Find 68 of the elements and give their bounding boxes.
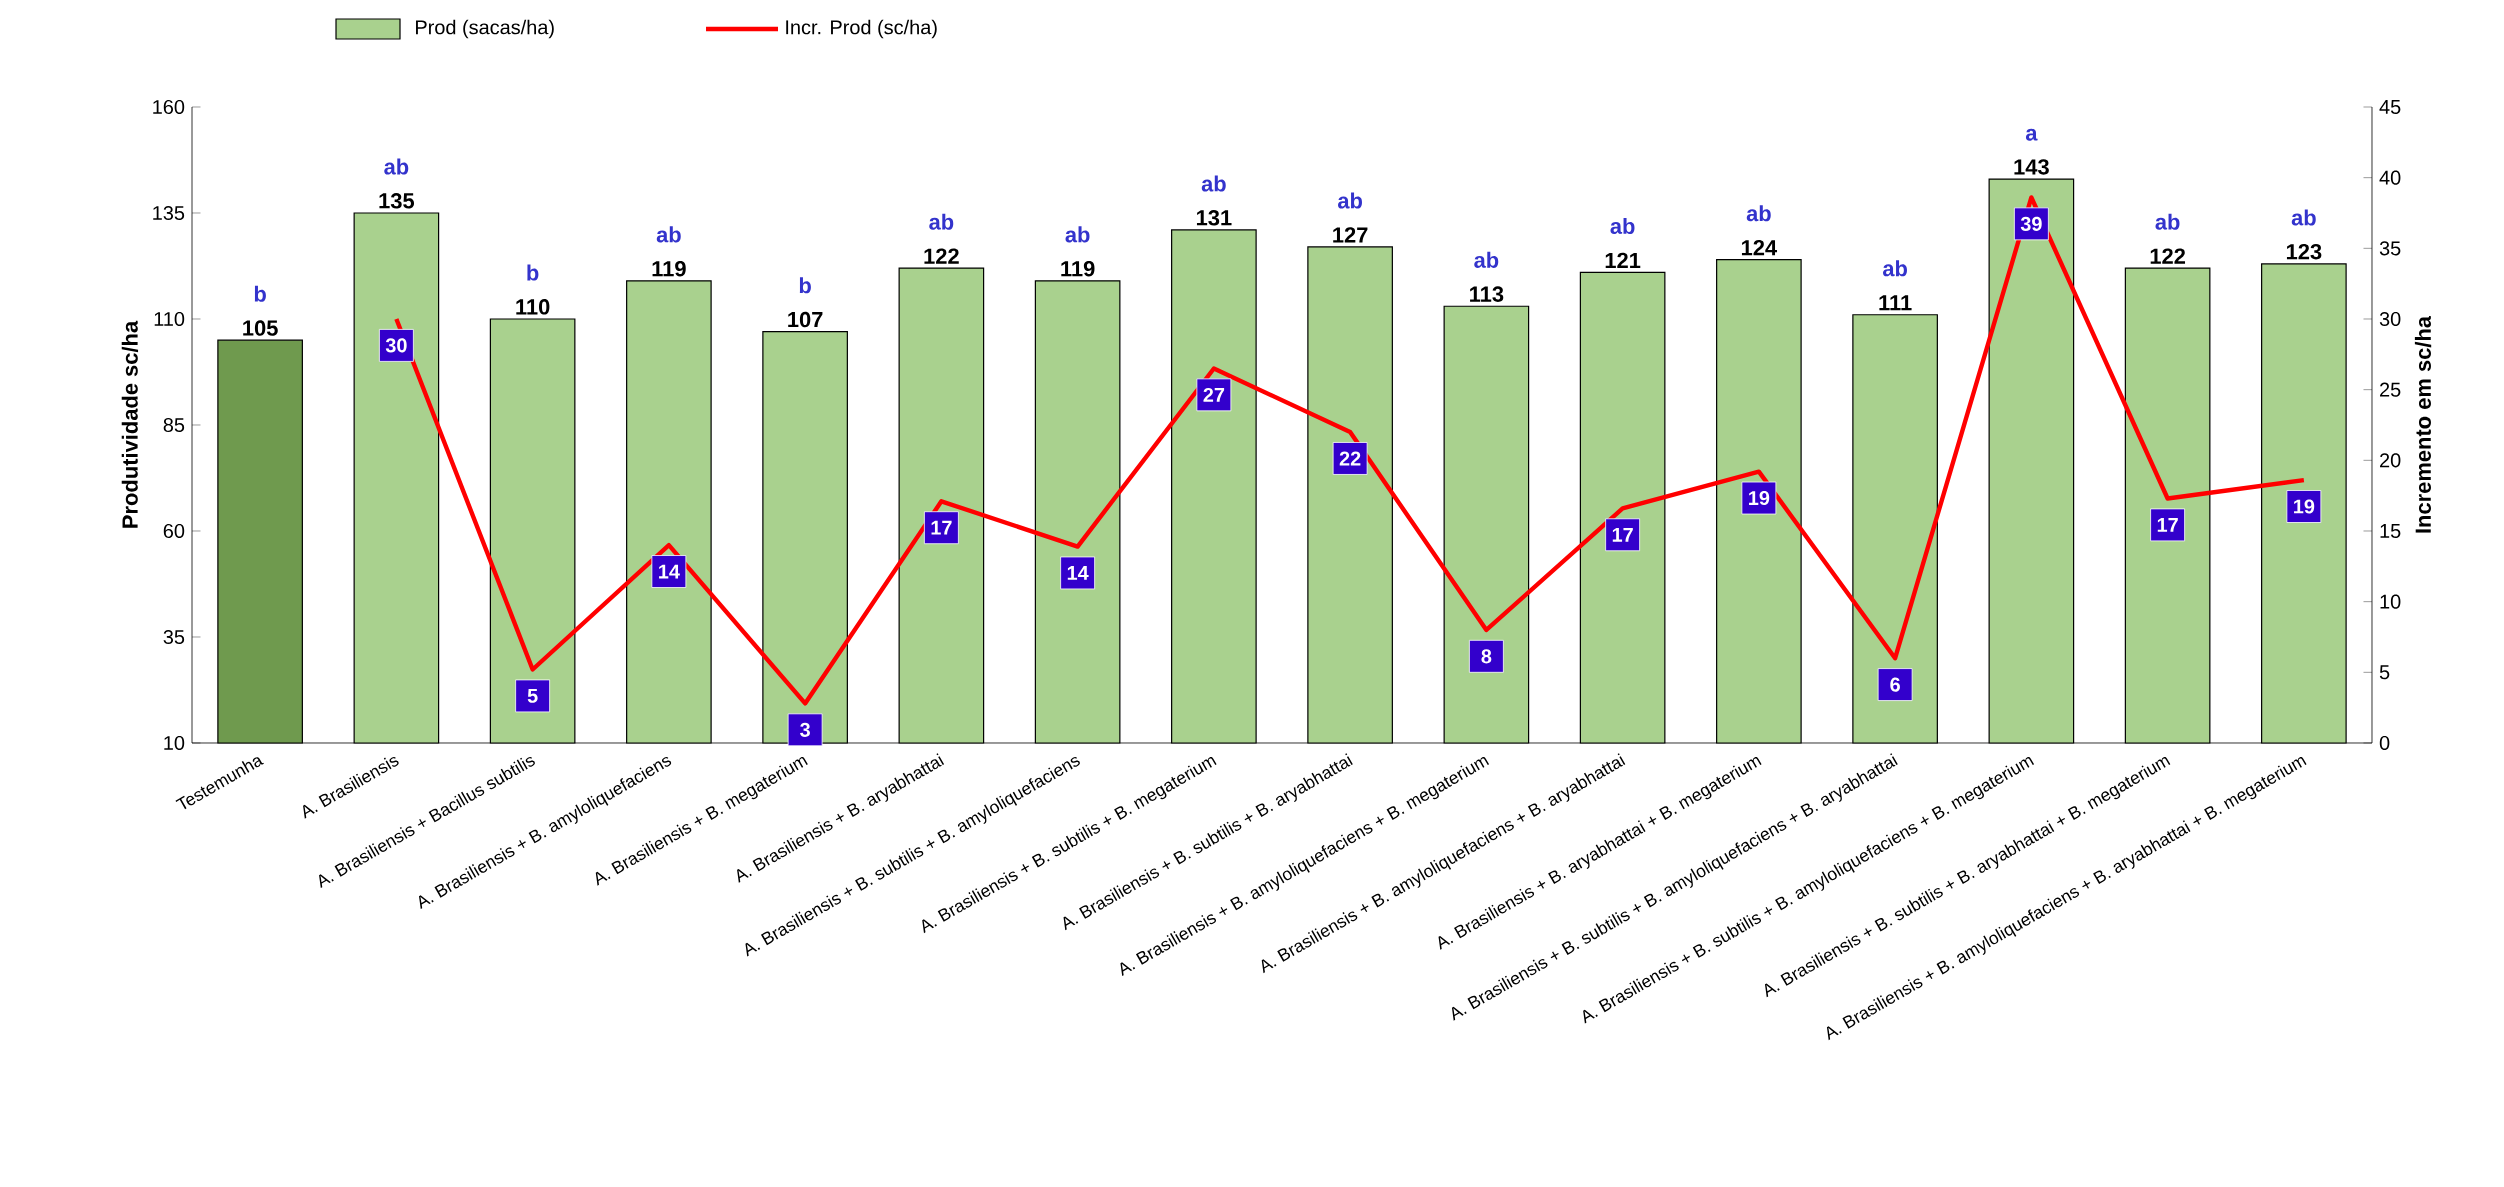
legend-label: Incr. Prod (sc/ha): [786, 19, 937, 39]
data-label: 131: [1196, 210, 1232, 226]
data-label: 22: [1339, 451, 1361, 466]
annotation: ab: [1882, 260, 1907, 277]
legend-label: Prod (sacas/ha): [416, 19, 554, 39]
y2-tick-label: 0: [2379, 735, 2390, 751]
annotation: b: [254, 285, 266, 302]
data-label: 122: [924, 248, 959, 264]
data-label: 27: [1203, 387, 1225, 402]
y-tick-label: 135: [153, 205, 185, 221]
data-label: 119: [1061, 260, 1095, 277]
annotation: ab: [929, 213, 954, 230]
y2-tick-label: 10: [2380, 594, 2401, 609]
data-label: 119: [652, 260, 686, 277]
data-label: 17: [1612, 527, 1633, 542]
y2-tick-label: 45: [2379, 100, 2401, 114]
data-label: 111: [1879, 295, 1912, 311]
data-label: 8: [1481, 649, 1492, 664]
data-label: 123: [2286, 243, 2322, 260]
annotation: ab: [1337, 192, 1362, 209]
data-label: 121: [1605, 252, 1641, 268]
y-tick-label: 110: [154, 311, 185, 327]
annotation: ab: [656, 226, 681, 243]
y2-tick-label: 5: [2379, 665, 2390, 680]
annotation: ab: [1201, 175, 1226, 192]
data-label: 17: [931, 520, 952, 535]
annotation: ab: [2155, 213, 2180, 230]
data-label: 19: [1749, 490, 1770, 506]
data-label: 135: [379, 193, 415, 209]
data-label: 17: [2157, 518, 2178, 532]
data-label: 113: [1470, 286, 1504, 302]
y2-tick-label: 30: [2379, 311, 2401, 327]
data-label: 107: [788, 311, 823, 328]
data-label: 122: [2150, 248, 2186, 264]
y-tick-label: 160: [153, 99, 185, 115]
data-label: 3: [800, 722, 810, 737]
annotation: ab: [1474, 251, 1499, 268]
y2-tick-label: 20: [2380, 453, 2401, 468]
y2-tick-label: 35: [2379, 241, 2401, 256]
annotation: ab: [1610, 217, 1635, 234]
data-label: 105: [243, 320, 278, 336]
y-tick-label: 60: [163, 523, 185, 539]
data-label: 110: [516, 299, 550, 315]
annotation: ab: [1746, 205, 1771, 222]
y-tick-label: 10: [164, 735, 185, 751]
annotation: a: [2025, 128, 2038, 141]
annotation: ab: [384, 158, 409, 175]
data-label: 127: [1333, 227, 1368, 243]
data-label: 19: [2294, 499, 2315, 514]
y2-tick-label: 15: [2380, 524, 2401, 538]
data-label: 39: [2020, 216, 2042, 231]
y2-axis-title: Incremento em sc/ha: [2414, 315, 2432, 533]
y-tick-label: 85: [163, 417, 185, 433]
data-label: 14: [1067, 566, 1089, 580]
y2-tick-label: 40: [2379, 170, 2401, 185]
annotation: ab: [2291, 209, 2316, 226]
y-axis-title: Produtividade sc/ha: [121, 320, 139, 528]
y2-tick-label: 25: [2380, 382, 2401, 397]
annotation: b: [799, 277, 811, 294]
data-label: 30: [385, 338, 407, 353]
data-label: 5: [527, 688, 538, 703]
data-label: 124: [1741, 239, 1778, 256]
data-label: 6: [1890, 677, 1900, 692]
y-tick-label: 35: [163, 629, 185, 645]
data-label: 14: [659, 564, 680, 579]
annotation: ab: [1065, 226, 1090, 243]
annotation: b: [527, 264, 539, 281]
data-label: 143: [2014, 159, 2049, 175]
